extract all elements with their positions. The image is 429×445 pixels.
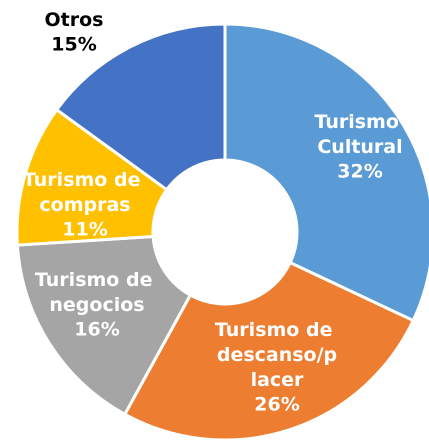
slice-label: Turismo de compras (23, 169, 147, 216)
donut-slice (15, 234, 193, 417)
value-label: 26% (254, 394, 299, 416)
value-label: 11% (62, 219, 107, 241)
slice-label: Otros (45, 9, 104, 31)
slice-label: Turismo de negocios (35, 269, 159, 316)
slice-label: Turismo de descanso/p lacer (215, 319, 339, 391)
donut-slice (54, 22, 227, 192)
value-label: 16% (74, 319, 119, 341)
slice-label: Turismo Cultural (314, 111, 405, 158)
donut-slice (122, 260, 416, 442)
value-label: 15% (51, 34, 96, 56)
donut-slice (223, 22, 429, 323)
value-label: 32% (337, 161, 382, 183)
